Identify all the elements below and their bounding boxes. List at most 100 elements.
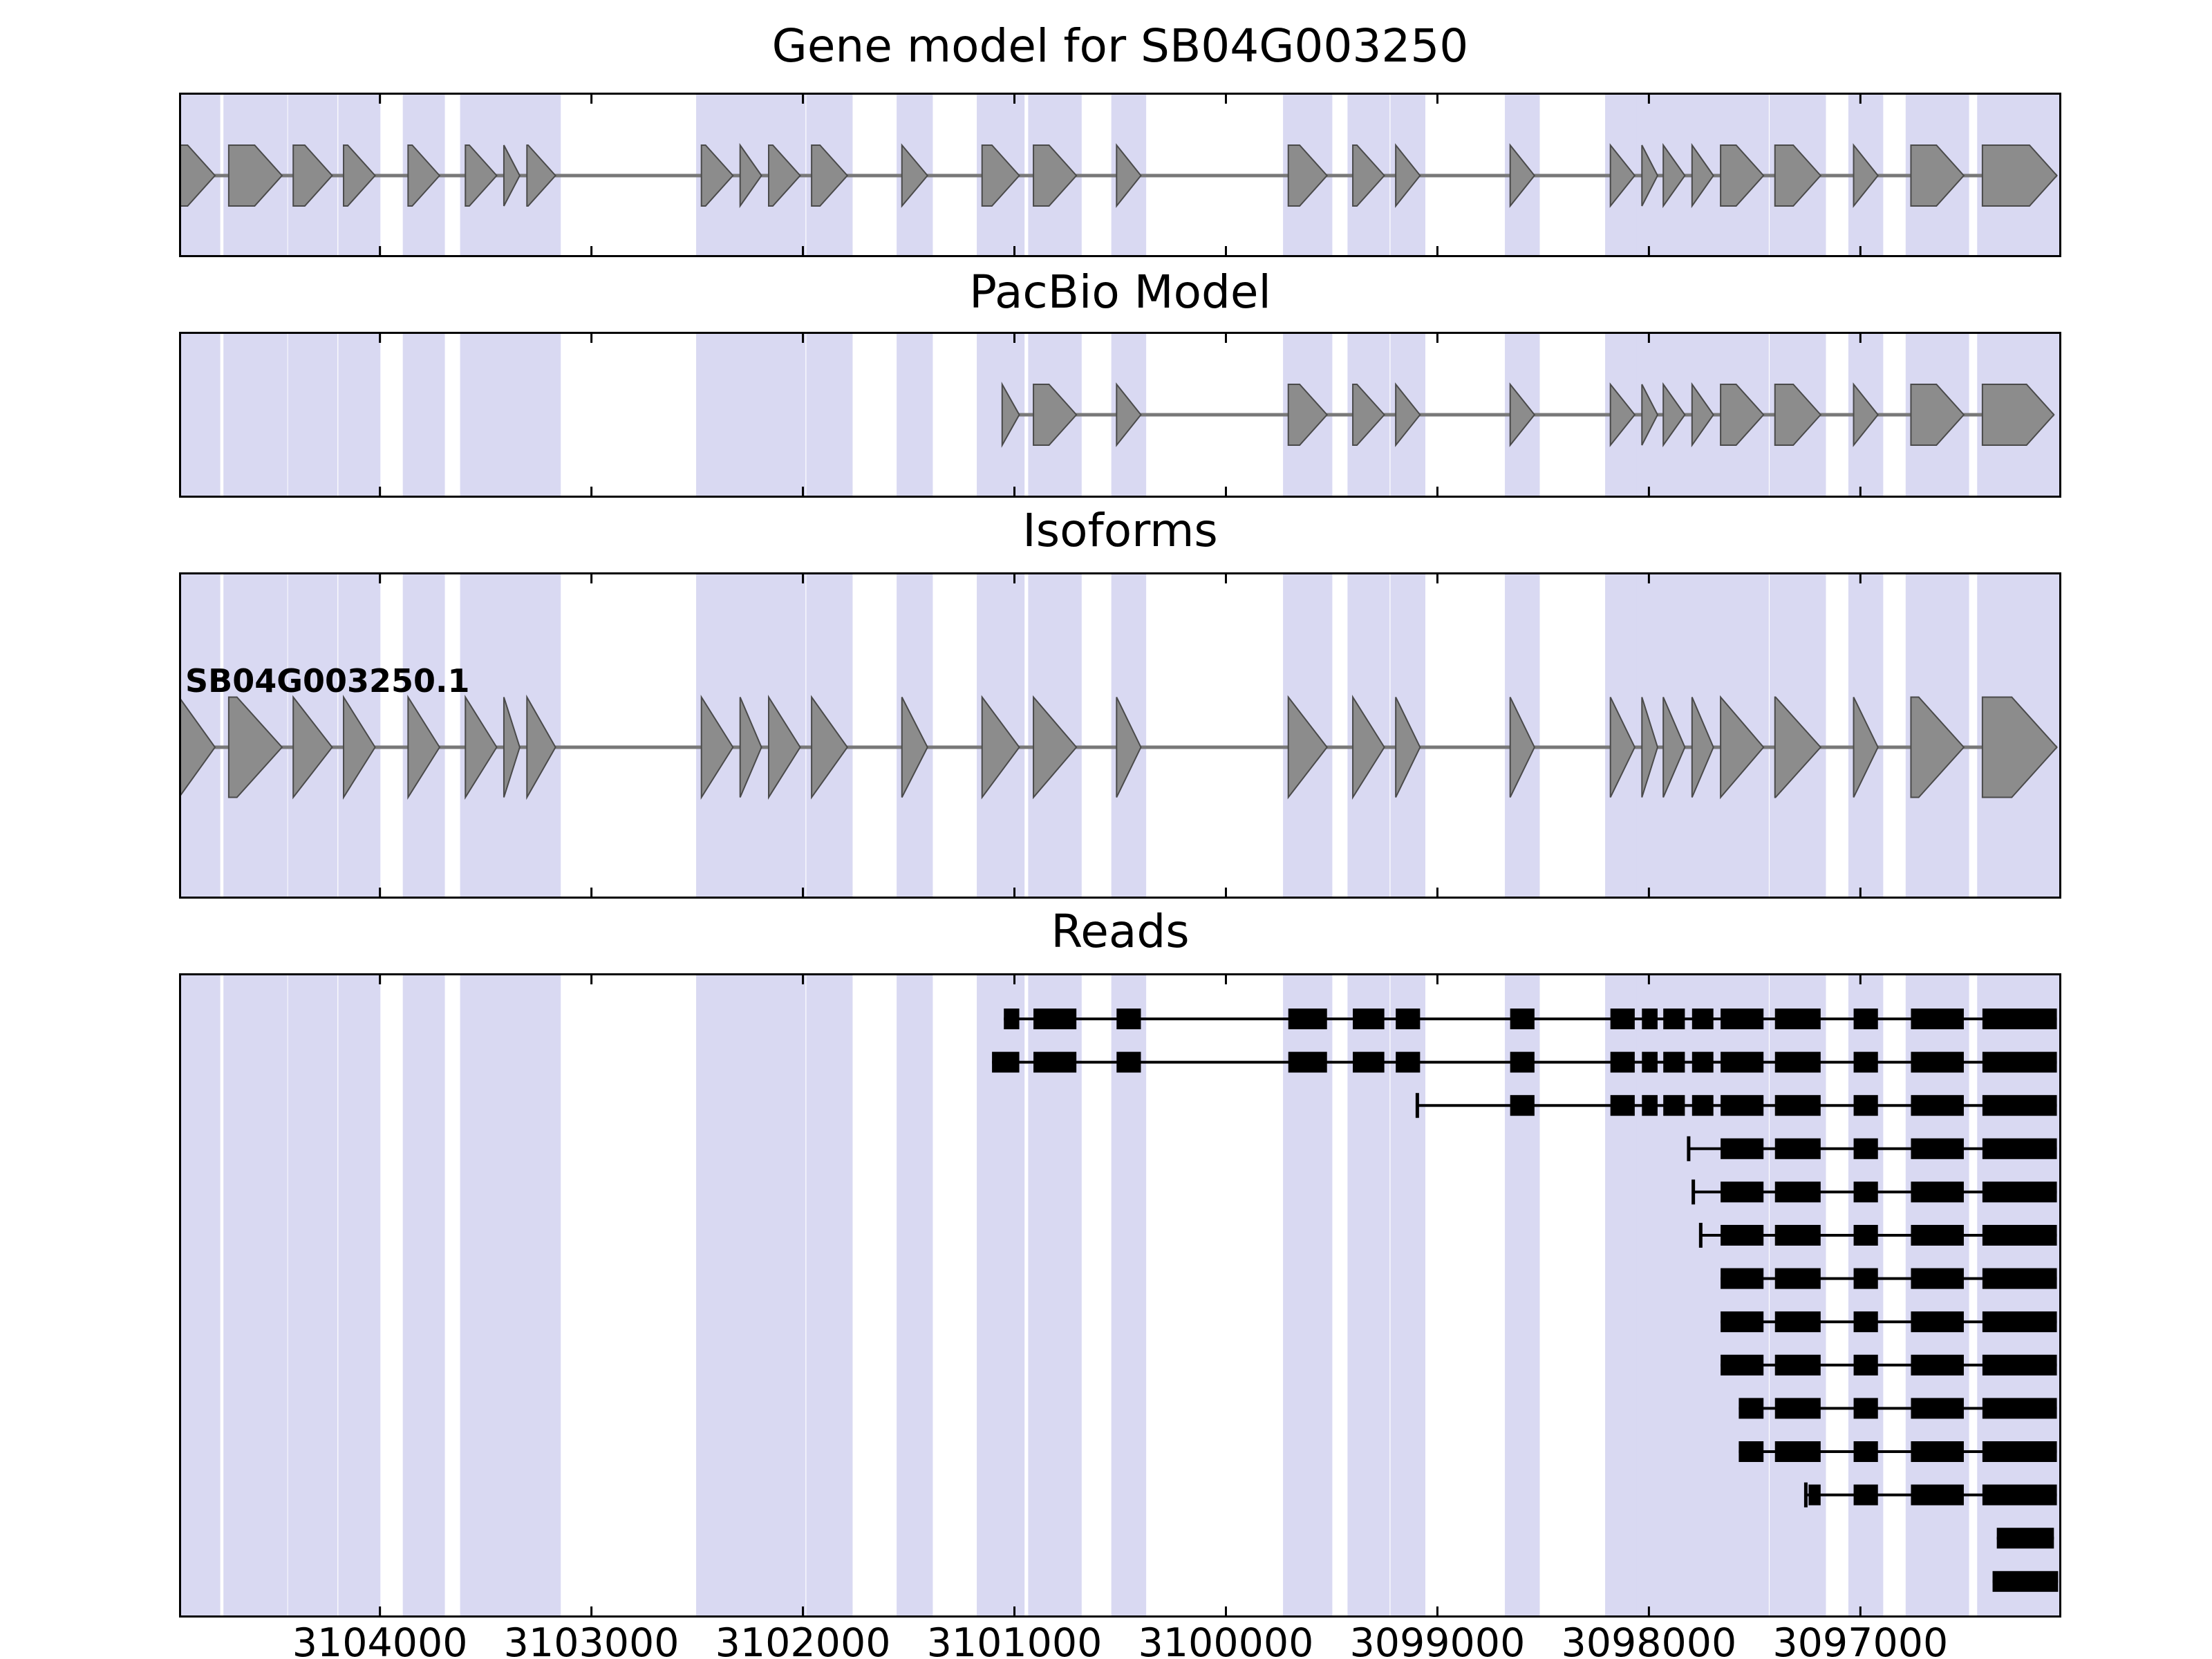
exon-arrow bbox=[503, 144, 521, 207]
exon-highlight-stripe bbox=[1605, 973, 1640, 1618]
exon-arrow bbox=[179, 144, 216, 207]
read-exon-block bbox=[1982, 1138, 2057, 1159]
exon-arrow bbox=[1395, 143, 1421, 208]
exon-arrow bbox=[1691, 142, 1714, 209]
read-exon-block bbox=[1911, 1181, 1964, 1203]
read-exon-block bbox=[1982, 1354, 2057, 1376]
read-exon-block bbox=[1996, 1528, 2054, 1549]
exon-arrow bbox=[465, 144, 498, 207]
exon-highlight-stripe bbox=[1658, 973, 1691, 1618]
exon-highlight-stripe bbox=[1770, 973, 1826, 1618]
read-exon-block bbox=[1853, 1051, 1878, 1073]
exon-highlight-stripe bbox=[763, 332, 806, 498]
exon-arrow bbox=[1352, 384, 1385, 446]
read-exon-block bbox=[1853, 1268, 1878, 1289]
exon-arrow bbox=[526, 144, 556, 207]
exon-arrow bbox=[1720, 144, 1765, 207]
exon-arrow bbox=[1116, 143, 1142, 208]
read-exon-block bbox=[1738, 1441, 1764, 1462]
exon-arrow bbox=[1981, 144, 2058, 207]
read-exon-block bbox=[1663, 1051, 1685, 1073]
exon-arrow bbox=[407, 144, 441, 207]
exon-arrow bbox=[1774, 696, 1822, 798]
read-exon-block bbox=[1853, 1009, 1878, 1029]
read-exon-block bbox=[1116, 1009, 1141, 1029]
read-exon-block bbox=[1004, 1009, 1020, 1029]
exon-arrow bbox=[407, 695, 441, 800]
reads-panel bbox=[179, 973, 2061, 1618]
read-exon-block bbox=[1116, 1051, 1141, 1073]
read-exon-block bbox=[1396, 1009, 1421, 1029]
exon-highlight-stripe bbox=[806, 973, 853, 1618]
read-exon-block bbox=[1642, 1095, 1658, 1116]
exon-arrow bbox=[1774, 384, 1822, 446]
read-exon-block bbox=[1721, 1095, 1764, 1116]
read-exon-block bbox=[1774, 1225, 1821, 1246]
exon-arrow bbox=[1033, 144, 1078, 207]
reads-title: Reads bbox=[1051, 905, 1190, 958]
read-exon-block bbox=[1691, 1009, 1714, 1029]
exon-arrow bbox=[1853, 697, 1879, 798]
read-exon-block bbox=[1353, 1009, 1385, 1029]
exon-arrow bbox=[739, 697, 762, 798]
panel-border bbox=[179, 332, 2061, 498]
exon-arrow bbox=[1641, 144, 1659, 207]
exon-highlight-stripe bbox=[460, 973, 503, 1618]
read-exon-block bbox=[1982, 1009, 2057, 1029]
read-exon-block bbox=[1642, 1051, 1658, 1073]
exon-highlight-stripe bbox=[1347, 973, 1390, 1618]
read-exon-block bbox=[1510, 1009, 1535, 1029]
x-tick-label: 3101000 bbox=[926, 1620, 1103, 1659]
exon-highlight-stripe bbox=[1505, 973, 1540, 1618]
pacbio-model-title: PacBio Model bbox=[969, 265, 1271, 319]
read-exon-block bbox=[1853, 1138, 1878, 1159]
read-exon-block bbox=[1774, 1181, 1821, 1203]
read-exon-block bbox=[1982, 1268, 2057, 1289]
exon-highlight-stripe bbox=[897, 332, 933, 498]
exon-highlight-stripe bbox=[1687, 973, 1719, 1618]
exon-highlight-stripe bbox=[338, 332, 381, 498]
read-exon-block bbox=[1853, 1398, 1878, 1419]
exon-highlight-stripe bbox=[288, 332, 338, 498]
read-exon-block bbox=[1288, 1051, 1327, 1073]
read-exon-block bbox=[1982, 1398, 2057, 1419]
exon-arrow bbox=[1981, 696, 2058, 798]
exon-highlight-stripe bbox=[1283, 973, 1333, 1618]
read-exon-block bbox=[1911, 1441, 1964, 1462]
read-exon-block bbox=[1774, 1268, 1821, 1289]
x-tick-label: 3099000 bbox=[1349, 1620, 1526, 1659]
exon-arrow bbox=[768, 144, 801, 207]
exon-arrow bbox=[700, 144, 734, 207]
read-exon-block bbox=[1853, 1225, 1878, 1246]
read-exon-block bbox=[1510, 1095, 1535, 1116]
exon-highlight-stripe bbox=[179, 332, 221, 498]
read-exon-block bbox=[1911, 1354, 1964, 1376]
exon-highlight-stripe bbox=[977, 973, 1025, 1618]
exon-arrow bbox=[1509, 143, 1536, 208]
exon-arrow bbox=[503, 697, 521, 798]
exon-arrow bbox=[292, 695, 333, 800]
exon-highlight-stripe bbox=[1028, 973, 1082, 1618]
x-tick-label: 3103000 bbox=[503, 1620, 679, 1659]
exon-arrow bbox=[1395, 697, 1421, 798]
exon-arrow bbox=[1853, 382, 1880, 447]
exon-highlight-stripe bbox=[460, 332, 503, 498]
x-tick-label: 3102000 bbox=[715, 1620, 891, 1659]
exon-highlight-stripe bbox=[402, 332, 445, 498]
exon-arrow bbox=[179, 695, 216, 799]
exon-arrow bbox=[1609, 697, 1636, 798]
read-exon-block bbox=[1396, 1051, 1421, 1073]
read-exon-block bbox=[1610, 1095, 1635, 1116]
x-tick-label: 3100000 bbox=[1138, 1620, 1314, 1659]
exon-arrow bbox=[1395, 382, 1421, 447]
exon-arrow bbox=[343, 695, 376, 800]
exon-arrow bbox=[811, 695, 849, 800]
exon-arrow bbox=[1662, 382, 1686, 448]
read-exon-block bbox=[1982, 1225, 2057, 1246]
read-exon-block bbox=[1691, 1051, 1714, 1073]
read-exon-block bbox=[1610, 1009, 1635, 1029]
read-exon-block bbox=[1911, 1138, 1964, 1159]
read-exon-block bbox=[1721, 1268, 1764, 1289]
exon-arrow bbox=[1033, 695, 1078, 800]
